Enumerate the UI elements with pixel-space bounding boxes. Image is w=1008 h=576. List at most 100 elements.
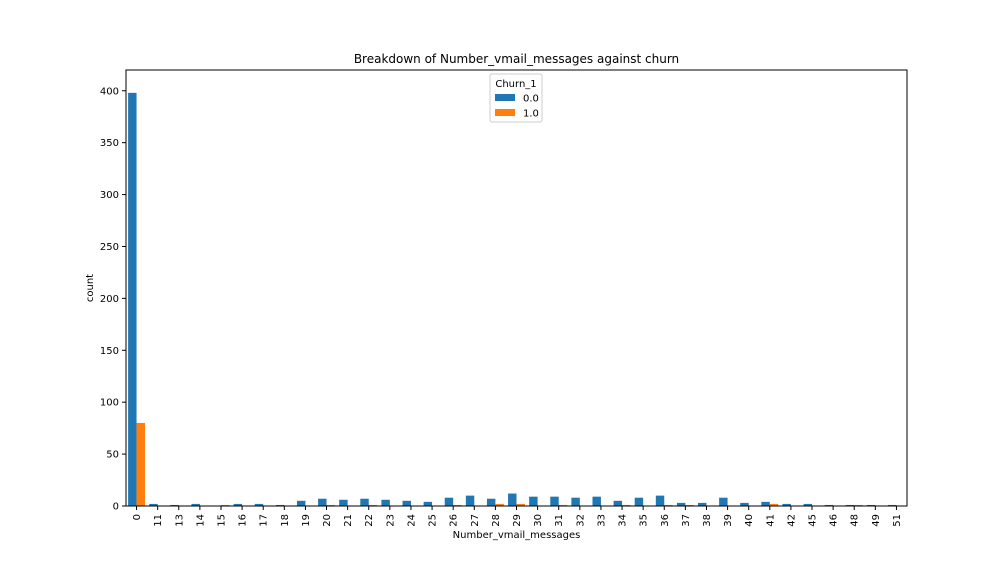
plot-frame <box>125 69 908 507</box>
bar-22-churn-0.0 <box>360 498 369 506</box>
x-tick-label-45: 45 <box>808 514 819 527</box>
y-tick-label-200: 200 <box>100 294 119 305</box>
x-tick-label-40: 40 <box>744 514 755 527</box>
x-tick-label-29: 29 <box>512 514 523 527</box>
bar-20-churn-0.0 <box>318 498 327 506</box>
y-tick-label-400: 400 <box>100 86 119 97</box>
legend-label-1: 1.0 <box>523 109 539 120</box>
x-tick-label-26: 26 <box>449 514 460 527</box>
x-tick-label-46: 46 <box>829 514 840 527</box>
bar-35-churn-0.0 <box>634 497 644 506</box>
x-tick-label-35: 35 <box>639 514 650 527</box>
legend: Churn_1 0.0 1.0 <box>489 73 543 123</box>
bar-25-churn-0.0 <box>423 501 433 506</box>
bar-26-churn-0.0 <box>444 497 454 506</box>
bar-36-churn-1.0 <box>664 504 673 506</box>
bar-42-churn-0.0 <box>782 503 791 506</box>
x-tick-label-41: 41 <box>765 514 776 527</box>
x-axis-label: Number_vmail_messages <box>453 530 581 541</box>
y-tick-label-250: 250 <box>100 242 119 253</box>
bar-45-churn-0.0 <box>803 503 813 506</box>
bar-41-churn-0.0 <box>761 501 770 506</box>
x-tick-label-16: 16 <box>238 514 249 527</box>
x-tick-label-38: 38 <box>702 514 713 527</box>
bar-14-churn-0.0 <box>191 503 200 506</box>
bar-39-churn-0.0 <box>719 497 728 506</box>
bar-0-churn-0.0 <box>128 92 137 506</box>
bar-40-churn-0.0 <box>740 502 749 506</box>
y-tick-label-350: 350 <box>100 138 119 149</box>
bar-34-churn-0.0 <box>613 500 623 506</box>
x-tick-label-37: 37 <box>681 514 692 527</box>
y-tick-label-150: 150 <box>100 346 119 357</box>
x-tick-label-17: 17 <box>259 514 270 527</box>
bar-15-churn-1.0 <box>220 504 230 506</box>
x-tick-label-30: 30 <box>533 514 544 527</box>
x-tick-label-39: 39 <box>723 514 734 527</box>
x-tick-label-28: 28 <box>491 514 502 527</box>
bar-31-churn-1.0 <box>558 504 568 506</box>
bar-41-churn-1.0 <box>769 503 779 506</box>
legend-title: Churn_1 <box>495 79 536 90</box>
x-tick-label-48: 48 <box>850 514 861 527</box>
bar-20-churn-1.0 <box>326 504 335 506</box>
bar-32-churn-0.0 <box>571 497 580 506</box>
bar-48-churn-1.0 <box>854 504 863 506</box>
chart-title: Breakdown of Number_vmail_messages again… <box>354 52 679 66</box>
x-tick-label-32: 32 <box>575 514 586 527</box>
x-tick-label-31: 31 <box>554 514 565 527</box>
y-axis-label: count <box>85 274 96 302</box>
bar-11-churn-0.0 <box>149 503 158 506</box>
x-axis: 0 11 13 14 15 16 17 18 19 20 21 22 23 24 25 26 27 28 29 30 3… <box>132 506 903 527</box>
bar-22-churn-1.0 <box>368 504 378 506</box>
x-tick-label-25: 25 <box>428 514 439 527</box>
x-tick-label-18: 18 <box>280 514 291 527</box>
bar-18-churn-0.0 <box>275 504 285 506</box>
x-tick-label-24: 24 <box>406 514 417 527</box>
bar-29-churn-1.0 <box>516 503 525 506</box>
bar-17-churn-0.0 <box>254 503 264 506</box>
legend-swatch-0 <box>495 94 515 101</box>
bar-28-churn-0.0 <box>486 498 496 506</box>
x-tick-label-42: 42 <box>786 514 797 527</box>
x-tick-label-20: 20 <box>322 514 333 527</box>
bar-48-churn-0.0 <box>845 504 855 506</box>
plot-background <box>126 70 907 506</box>
bar-16-churn-0.0 <box>233 503 243 506</box>
y-tick-label-50: 50 <box>106 450 119 461</box>
bar-13-churn-0.0 <box>170 504 179 506</box>
bar-21-churn-0.0 <box>339 499 348 506</box>
bar-49-churn-0.0 <box>866 504 876 506</box>
bar-30-churn-0.0 <box>529 496 538 506</box>
x-tick-label-23: 23 <box>385 514 396 527</box>
bar-33-churn-0.0 <box>592 496 601 506</box>
bar-31-churn-0.0 <box>550 496 559 506</box>
x-tick-label-13: 13 <box>174 514 185 527</box>
x-tick-label-22: 22 <box>364 514 375 527</box>
bar-27-churn-0.0 <box>465 495 475 506</box>
x-tick-label-0: 0 <box>132 514 143 520</box>
x-tick-label-19: 19 <box>301 514 312 527</box>
y-tick-label-100: 100 <box>100 398 119 409</box>
bar-38-churn-0.0 <box>698 502 707 506</box>
x-tick-label-51: 51 <box>892 514 903 527</box>
bar-24-churn-0.0 <box>402 500 411 506</box>
y-axis: 0 50 100 150 200 250 300 350 400 <box>100 86 126 513</box>
legend-label-0: 0.0 <box>523 94 539 105</box>
x-tick-label-49: 49 <box>871 514 882 527</box>
x-tick-label-27: 27 <box>470 514 481 527</box>
bar-23-churn-0.0 <box>381 499 390 506</box>
y-tick-label-300: 300 <box>100 190 119 201</box>
y-tick-label-0: 0 <box>113 502 119 513</box>
bar-36-churn-0.0 <box>655 495 665 506</box>
x-tick-label-34: 34 <box>618 514 629 527</box>
legend-swatch-1 <box>495 109 515 116</box>
x-tick-label-15: 15 <box>216 514 227 527</box>
x-tick-label-36: 36 <box>660 514 671 527</box>
bars-group <box>128 92 897 506</box>
bar-51-churn-0.0 <box>888 504 897 506</box>
bar-19-churn-0.0 <box>296 500 306 506</box>
x-tick-label-21: 21 <box>343 514 354 527</box>
bar-28-churn-1.0 <box>495 503 504 506</box>
